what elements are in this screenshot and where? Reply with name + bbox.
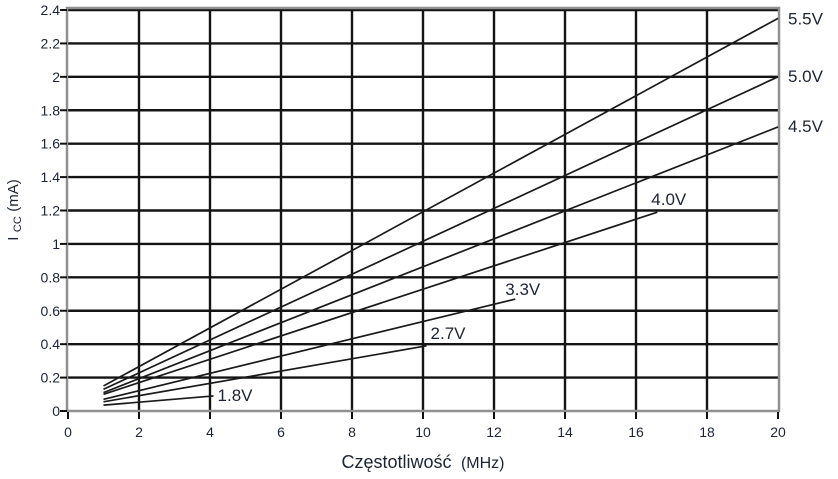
y-tick-label: 0.2 [41,370,61,386]
x-tick-label: 0 [64,424,72,440]
series-line-2.7V [103,344,427,403]
x-tick-label: 12 [486,424,502,440]
series-line-4.0V [103,211,658,396]
axis-ticks [60,9,779,419]
series-label-5.5V: 5.5V [788,9,824,28]
y-tick-labels: 0 0.2 0.4 0.6 0.8 1 1.2 1.4 1.6 1.8 2 2.2 2.4 [41,2,61,419]
x-tick-label: 10 [415,424,431,440]
series-line-4.5V [103,126,779,394]
series-label-3.3V: 3.3V [505,280,541,299]
x-tick-label: 6 [277,424,285,440]
x-tick-label: 8 [348,424,356,440]
series-labels: 5.5V 5.0V 4.5V 4.0V 3.3V 2.7V 1.8V [218,9,824,405]
x-tick-label: 4 [206,424,214,440]
x-tick-label: 14 [557,424,573,440]
x-tick-label: 20 [770,424,786,440]
series-label-1.8V: 1.8V [218,386,254,405]
y-tick-label: 0.6 [41,303,61,319]
series-line-5.0V [103,76,779,391]
x-axis-title: Częstotliwość (MHz) [341,452,504,472]
y-tick-label: 1.8 [41,102,61,118]
y-tick-label: 1 [52,236,60,252]
series-label-4.5V: 4.5V [788,117,824,136]
x-tick-label: 2 [135,424,143,440]
y-tick-label: 1.6 [41,136,61,152]
x-tick-labels: 0 2 4 6 8 10 12 14 16 18 20 [64,424,786,440]
x-tick-label: 18 [699,424,715,440]
series-line-5.5V [103,17,779,387]
series-line-1.8V [103,395,214,406]
series-lines [103,17,779,406]
series-label-4.0V: 4.0V [651,190,687,209]
gridlines [68,8,778,411]
y-axis-title: I CC (mA) [5,179,25,240]
series-line-3.3V [103,298,516,401]
y-tick-label: 0.4 [41,336,61,352]
y-tick-label: 2.2 [41,35,61,51]
y-tick-label: 0.8 [41,269,61,285]
y-tick-label: 1.2 [41,203,61,219]
y-tick-label: 2 [52,69,60,85]
y-tick-label: 1.4 [41,169,61,185]
y-tick-label: 0 [52,403,60,419]
x-tick-label: 16 [628,424,644,440]
y-tick-label: 2.4 [41,2,61,18]
series-label-2.7V: 2.7V [431,324,467,343]
series-label-5.0V: 5.0V [788,67,824,86]
